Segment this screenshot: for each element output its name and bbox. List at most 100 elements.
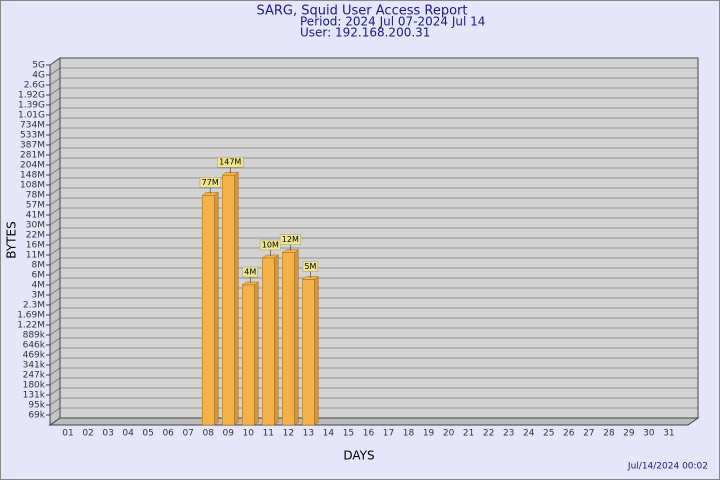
grid-line xyxy=(49,137,61,146)
x-tick-label: 02 xyxy=(82,429,93,439)
bar-side xyxy=(234,171,239,426)
y-tick-label: 469k xyxy=(23,351,46,361)
grid-line xyxy=(49,67,61,76)
x-tick-label: 05 xyxy=(142,429,153,439)
y-tick-label: 646k xyxy=(23,341,46,351)
label-box xyxy=(242,266,259,278)
y-tick-label: 8M xyxy=(32,261,46,271)
subtitle: User: 192.168.200.31 xyxy=(300,26,430,40)
y-tick-label: 3M xyxy=(32,291,46,301)
data-label: 5M xyxy=(304,262,316,271)
bar xyxy=(262,257,275,426)
grid-line xyxy=(49,87,61,96)
label-box xyxy=(199,177,221,188)
y-tick-label: 6M xyxy=(32,271,46,281)
bar-side xyxy=(213,191,219,426)
grid-line xyxy=(49,317,61,326)
grid-line xyxy=(49,57,61,66)
y-tick-label: 69k xyxy=(28,411,45,421)
bar xyxy=(222,174,235,426)
bar-side xyxy=(274,254,279,426)
y-tick-label: 131k xyxy=(23,391,46,401)
y-tick-label: 95k xyxy=(28,401,45,411)
x-tick-label: 08 xyxy=(202,429,214,439)
x-tick-label: 26 xyxy=(563,429,575,439)
y-axis-label: BYTES xyxy=(5,221,19,258)
x-tick-label: 14 xyxy=(323,429,335,439)
grid-line xyxy=(49,277,61,286)
bar xyxy=(302,279,315,426)
x-tick-label: 06 xyxy=(162,429,174,439)
x-tick-label: 04 xyxy=(122,429,134,439)
grid-line xyxy=(49,77,61,86)
grid-line xyxy=(49,387,61,396)
grid-line xyxy=(49,167,61,176)
x-tick-label: 28 xyxy=(603,429,615,439)
x-tick-label: 29 xyxy=(623,429,635,439)
y-tick-label: 41M xyxy=(26,211,45,221)
y-tick-label: 11M xyxy=(26,251,45,261)
y-tick-label: 387M xyxy=(20,141,45,151)
x-tick-label: 12 xyxy=(283,429,294,439)
y-tick-label: 1.01G xyxy=(18,111,45,121)
x-tick-label: 19 xyxy=(423,429,435,439)
grid-line xyxy=(49,127,61,136)
y-tick-label: 1.69M xyxy=(17,311,45,321)
x-tick-label: 31 xyxy=(663,429,674,439)
grid-line xyxy=(49,397,61,406)
label-box xyxy=(279,234,301,245)
x-tick-label: 22 xyxy=(483,429,494,439)
x-tick-label: 11 xyxy=(263,429,274,439)
data-label: 4M xyxy=(244,268,256,277)
grid-line xyxy=(49,347,61,356)
y-tick-label: 57M xyxy=(26,201,45,211)
y-tick-label: 22M xyxy=(26,231,45,241)
x-tick-label: 15 xyxy=(343,429,354,439)
x-tick-label: 17 xyxy=(383,429,394,439)
y-tick-label: 78M xyxy=(26,191,45,201)
x-tick-label: 21 xyxy=(463,429,474,439)
data-label: 10M xyxy=(262,240,279,249)
grid-line xyxy=(49,367,61,376)
y-tick-label: 1.39G xyxy=(18,101,45,111)
y-tick-label: 148M xyxy=(20,171,45,181)
grid-line xyxy=(49,177,61,186)
x-axis-label: DAYS xyxy=(343,449,374,463)
y-tick-label: 341k xyxy=(23,361,46,371)
grid-line xyxy=(49,197,61,206)
y-tick-label: 30M xyxy=(26,221,45,231)
grid-line xyxy=(49,117,61,126)
grid-line xyxy=(49,307,61,316)
y-tick-label: 4M xyxy=(32,281,46,291)
data-label: 77M xyxy=(202,178,219,187)
bar xyxy=(282,252,295,426)
subtitle: Period: 2024 Jul 07-2024 Jul 14 xyxy=(300,15,485,29)
grid-line xyxy=(49,187,61,196)
chart-title: SARG, Squid User Access Report xyxy=(257,4,468,19)
grid-line xyxy=(49,287,61,296)
x-tick-label: 13 xyxy=(303,429,314,439)
label-box xyxy=(217,156,244,168)
grid-line xyxy=(49,97,61,106)
label-box xyxy=(259,239,281,251)
grid-line xyxy=(49,217,61,226)
y-tick-label: 204M xyxy=(20,161,45,171)
y-tick-label: 16M xyxy=(26,241,45,251)
data-label: 147M xyxy=(219,158,241,167)
y-tick-label: 5G xyxy=(32,61,45,71)
bar-side xyxy=(294,249,299,426)
x-tick-label: 01 xyxy=(62,429,73,439)
grid-line xyxy=(49,337,61,346)
y-tick-label: 180k xyxy=(23,381,46,391)
y-tick-label: 734M xyxy=(20,121,45,131)
x-tick-label: 25 xyxy=(543,429,554,439)
y-tick-label: 889k xyxy=(23,331,46,341)
y-tick-label: 108M xyxy=(20,181,45,191)
grid-line xyxy=(49,257,61,266)
grid-line xyxy=(49,157,61,166)
grid-line xyxy=(49,267,61,276)
y-tick-label: 1.22M xyxy=(17,321,45,331)
data-label: 12M xyxy=(282,235,299,244)
grid-line xyxy=(49,237,61,246)
